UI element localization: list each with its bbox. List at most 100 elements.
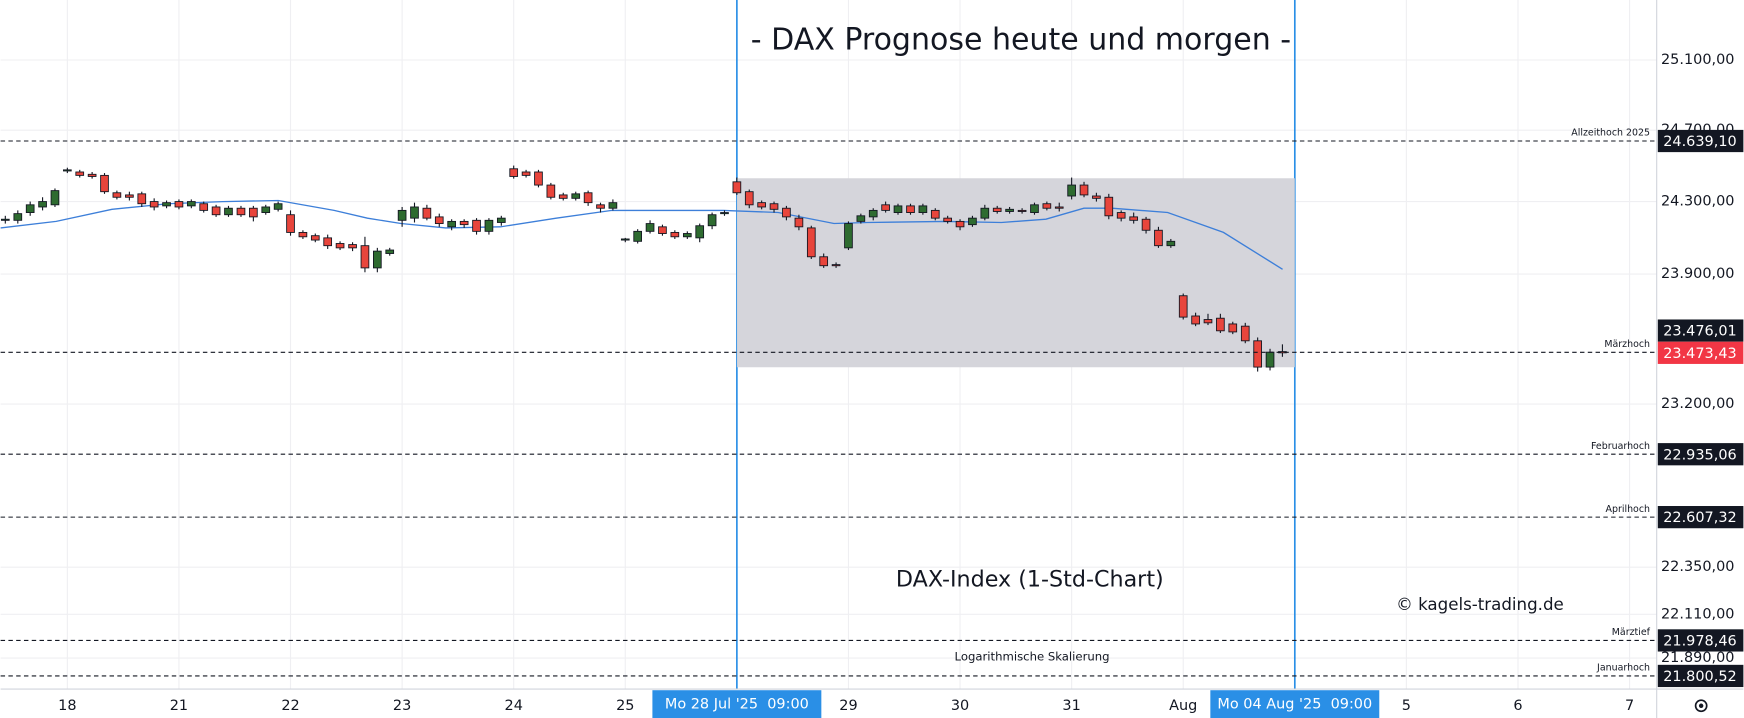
candle-body [844, 223, 853, 249]
level-price-label: 22.607,32 [1663, 510, 1736, 526]
candle-body [0, 218, 10, 221]
level-price-label: 23.476,01 [1663, 324, 1736, 340]
x-tick-label: 31 [1062, 698, 1080, 714]
level-price-label: 22.935,06 [1663, 447, 1736, 463]
candle-body [1092, 195, 1101, 199]
candle-body [583, 192, 593, 204]
candle-body [38, 201, 47, 208]
level-name: Märztief [1612, 627, 1651, 638]
candle-body [868, 209, 878, 218]
level-name: Aprilhoch [1606, 504, 1651, 515]
candle-body [273, 203, 283, 210]
settings-icon[interactable] [1694, 699, 1708, 713]
chart-subtitle: DAX-Index (1-Std-Chart) [896, 567, 1164, 593]
candle-body [1216, 317, 1225, 332]
candle-body [596, 204, 605, 209]
candle-body [496, 217, 506, 223]
candle-body [521, 171, 531, 176]
x-tick-highlight [652, 690, 822, 718]
candle-body [422, 207, 432, 219]
candle-body [620, 238, 630, 241]
candle-body [1240, 325, 1250, 342]
candle-body [906, 205, 915, 213]
moving-average [0, 199, 1283, 270]
candle-body [1253, 340, 1262, 368]
candle-body [744, 191, 754, 206]
level-price-label: 21.978,46 [1663, 634, 1736, 650]
candle-body [75, 171, 85, 176]
level-name: Allzeithoch 2025 [1571, 128, 1650, 139]
candle-body [447, 220, 456, 228]
candle-body [1141, 218, 1151, 231]
candle-body [199, 203, 209, 211]
candle-body [1228, 323, 1238, 333]
credit: © kagels-trading.de [1396, 595, 1564, 614]
level-price-box [1657, 629, 1744, 652]
current-price-box [1657, 341, 1744, 364]
candle-body [1104, 196, 1114, 217]
x-tick-label: 22 [281, 698, 299, 714]
candle-body [459, 220, 469, 226]
candle-body [658, 226, 667, 234]
y-tick-label: 24.300,00 [1661, 194, 1734, 210]
candle-body [682, 233, 692, 238]
level-price-box [1657, 129, 1744, 153]
candle-body [1116, 212, 1126, 219]
y-tick-label: 23.200,00 [1661, 396, 1734, 412]
candle-body [472, 219, 481, 232]
x-tick-label: 5 [1402, 698, 1411, 714]
candle-body [1203, 319, 1213, 324]
level-price-box [1657, 664, 1744, 688]
candle-body [571, 193, 581, 199]
chart-title: - DAX Prognose heute und morgen - [751, 23, 1291, 58]
candle-body [236, 207, 246, 216]
scale-note: Logarithmische Skalierung [955, 649, 1110, 663]
candle-body [1042, 203, 1052, 209]
candle-body [980, 207, 990, 219]
candle-body [1265, 351, 1275, 368]
candle-body [968, 217, 977, 226]
x-tick-label: 7 [1625, 698, 1634, 714]
candle-body [794, 217, 804, 228]
candle-body [509, 168, 519, 177]
x-tick-label: 29 [839, 698, 857, 714]
x-tick-label: 30 [951, 698, 969, 714]
x-tick-label: 6 [1513, 698, 1522, 714]
candle-body [1166, 240, 1176, 247]
x-tick-label: 24 [505, 698, 523, 714]
candle-body [149, 201, 159, 208]
candle-body [50, 190, 60, 206]
candle-body [992, 207, 1002, 212]
candle-body [819, 256, 829, 267]
x-tick-label: Mo 04 Aug '25 09:00 [1217, 697, 1372, 713]
candle-body [373, 250, 382, 269]
level-name: Februarhoch [1591, 441, 1650, 452]
candle-body [298, 231, 308, 238]
candle-body [856, 215, 866, 222]
candle-body [385, 249, 395, 254]
x-tick-label: Aug [1169, 698, 1197, 714]
candle-body [224, 207, 233, 216]
level-price-label: 21.800,52 [1663, 669, 1736, 685]
level-name: Märzhoch [1604, 339, 1650, 350]
candle-body [608, 202, 618, 209]
candle-body [335, 243, 345, 249]
candle-body [943, 217, 952, 222]
candle-body [484, 219, 494, 232]
range-zone [736, 178, 1295, 368]
candle-body [831, 264, 841, 267]
candle-body [410, 206, 419, 219]
candle-body [1154, 229, 1163, 247]
candle-body [125, 194, 134, 198]
candle-body [546, 184, 556, 198]
candle-body [1079, 184, 1089, 196]
x-tick-label: 23 [393, 698, 411, 714]
candle-body [1030, 204, 1039, 213]
level-price-box [1657, 443, 1744, 466]
candle-body [100, 174, 109, 193]
candle-body [112, 192, 122, 198]
candle-body [893, 205, 903, 213]
candle-body [174, 201, 184, 208]
candle-body [534, 171, 543, 186]
